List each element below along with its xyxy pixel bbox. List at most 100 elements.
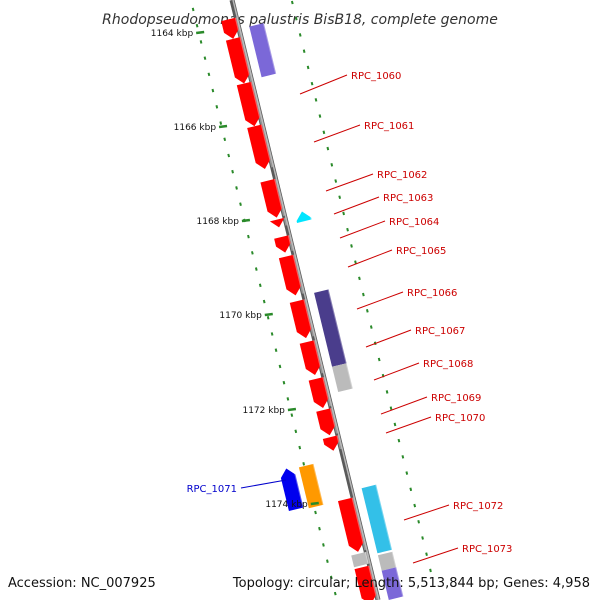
gene-body [260,178,283,218]
gene-label-rpc-1061: RPC_1061 [364,121,414,132]
outer-scale-dot [330,162,334,167]
gene-feature [322,435,342,451]
map-title: Rhodopseudomonas palustris BisB18, compl… [102,12,498,28]
gene-label-leader [380,396,428,415]
gene-label-leader [339,220,386,239]
gene-label-leader [333,196,380,215]
gene-body [249,23,277,78]
gene-body [289,299,312,339]
gene-shine [391,551,398,568]
inner-scale-dot [278,364,282,369]
gene-feature [278,254,304,296]
gene-body [377,551,397,571]
gene-body [337,497,364,552]
gene-label-leader [240,479,287,489]
outer-scale-dot [310,81,314,86]
gene-shine [239,36,253,82]
outer-scale-dot [298,33,302,37]
gene-body [332,363,353,393]
inner-scale-dot [274,348,278,353]
inner-scale-dot [247,234,250,239]
outer-scale-dot [290,0,294,5]
gene-label-rpc-1063: RPC_1063 [383,193,433,204]
gene-label-leader [403,504,450,521]
kbp-scale-labels: 1164 kbp 1166 kbp 1168 kbp 1170 kbp 1172 kbp… [151,29,319,510]
genome-summary-text: Topology: circular; Length: 5,513,844 bp… [232,576,590,591]
kbp-tick-mark [196,30,205,35]
gene-body [274,235,291,253]
inner-scale-dot [239,202,242,206]
outer-scale-dot [365,309,369,313]
gene-label-rpc-1065: RPC_1065 [396,246,446,257]
inner-scale-dot [203,56,207,60]
gene-feature [337,497,367,552]
gene-feature [269,217,288,228]
outer-scale-dot [362,292,365,297]
gene-shine [375,484,393,550]
gene-feature [260,178,285,218]
outer-scale-dot [314,98,318,102]
inner-scale-dot [211,88,215,93]
inner-scale-dot [195,23,199,28]
gene-shine [336,435,342,450]
gene-shine [368,565,380,600]
gene-shine [313,339,324,374]
inner-scale-dot [266,315,270,320]
gene-feature [296,209,313,223]
kbp-tick-mark [287,407,297,412]
gene-feature [381,567,405,600]
gene-body [381,567,404,600]
outer-scale-dot [294,16,298,21]
outer-scale-dot [354,260,357,264]
inner-scale-dot [322,543,325,547]
backbone-line [229,0,381,600]
gene-label-leader [299,74,348,95]
gene-label-rpc-1066: RPC_1066 [407,288,457,299]
inner-scale-dot [329,575,333,580]
outer-scale-dot [346,227,349,232]
gene-feature [280,466,305,512]
inner-scale-dot [294,429,298,434]
gene-shine [312,463,325,505]
gene-label-rpc-1068: RPC_1068 [423,359,473,370]
gene-body [314,289,347,367]
outer-scale-dot [409,487,413,492]
kbp-label: 1168 kbp [197,217,240,227]
gene-body [354,565,377,600]
gene-label-leader [412,547,459,564]
kbp-label: 1166 kbp [174,123,217,133]
outer-scale-dot [429,568,432,573]
inner-scale-dot [258,283,262,288]
gene-feature [221,17,242,39]
gene-shine [287,235,294,252]
outer-scale-dot [358,276,361,281]
gene-feature [351,551,370,568]
inner-scale-dot [207,72,211,77]
gene-shine [351,497,367,551]
outer-scale-dot [393,422,397,427]
gene-body [225,37,250,84]
inner-scale-dot [270,332,274,336]
kbp-tick-mark [218,124,228,129]
gene-feature [247,124,274,170]
gene-feature [377,551,398,571]
gene-label-rpc-1060: RPC_1060 [351,71,401,82]
gene-shine [234,17,242,38]
gene-label-rpc-1071: RPC_1071 [187,484,237,495]
gene-body [308,377,329,409]
gene-body [322,435,339,451]
gene-feature [289,299,315,339]
outer-scale-dot [302,49,306,53]
gene-feature [308,376,332,409]
outer-scale-dot [377,357,381,362]
gene-label-rpc-1072: RPC_1072 [453,501,503,512]
inner-scale-dot [227,153,231,158]
kbp-tick-mark [264,312,273,317]
gene-body [269,217,285,228]
backbone-highlight [232,0,380,600]
gene-label-rpc-1067: RPC_1067 [415,326,465,337]
gene-body [351,552,369,568]
gene-label-rpc-1062: RPC_1062 [377,170,427,181]
gene-shine [395,567,405,597]
